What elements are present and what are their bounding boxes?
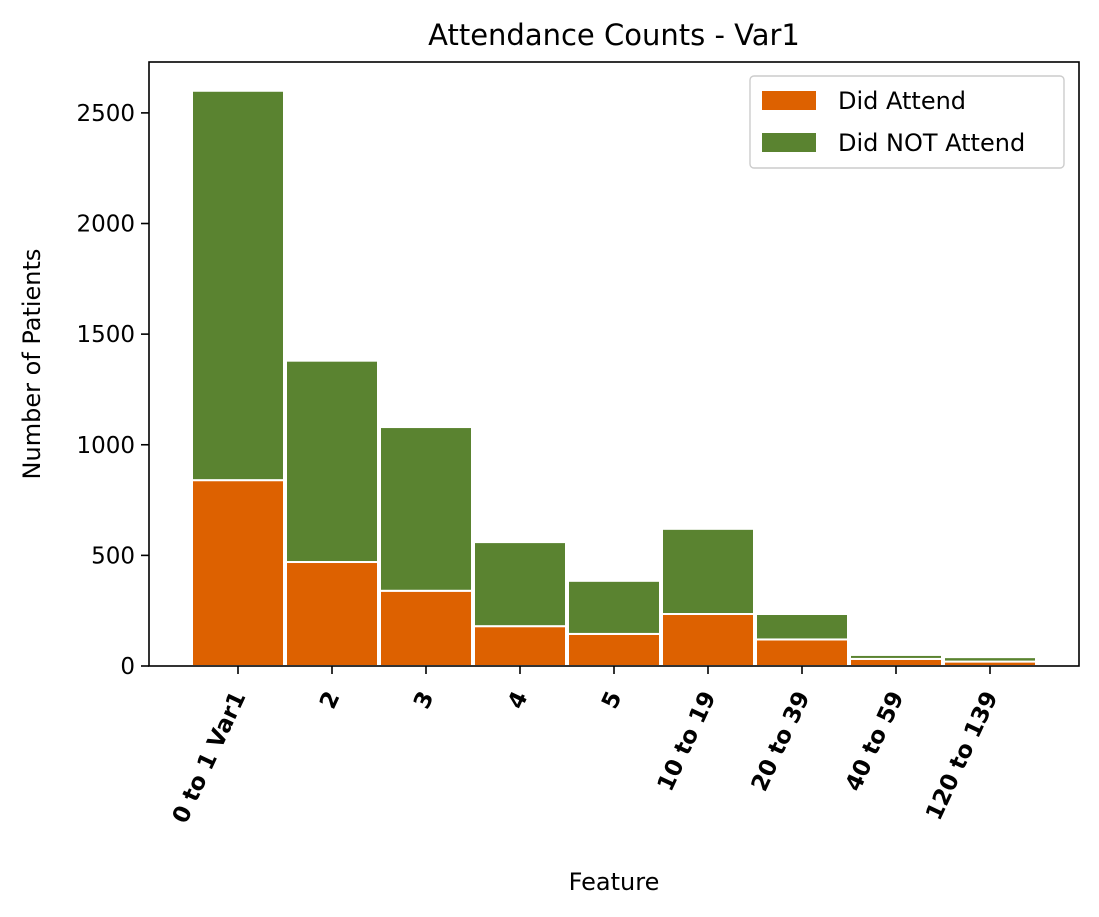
bar-did-not-attend-0-to-1-var1 <box>191 89 285 482</box>
bar-did-not-attend-40-to-59 <box>849 653 943 660</box>
legend-label-did-not-attend: Did NOT Attend <box>838 129 1025 157</box>
y-tick-label: 2000 <box>76 212 135 238</box>
x-axis-label: Feature <box>569 868 660 896</box>
bar-did-not-attend-5 <box>567 579 661 635</box>
bar-did-not-attend-4 <box>473 541 567 628</box>
x-tick-label: 0 to 1 Var1 <box>168 688 252 828</box>
x-tick-label: 5 <box>597 688 627 714</box>
bar-did-attend-10-to-19 <box>661 613 755 667</box>
bar-did-not-attend-2 <box>285 359 379 564</box>
x-tick-label: 20 to 39 <box>747 688 816 796</box>
x-tick-label: 3 <box>409 688 439 714</box>
bar-did-not-attend-20-to-39 <box>755 613 849 641</box>
bar-did-attend-0-to-1-var1 <box>191 479 285 667</box>
y-tick-label: 1000 <box>76 433 135 459</box>
bar-did-not-attend-120-to-139 <box>943 656 1037 663</box>
bar-did-attend-5 <box>567 632 661 668</box>
y-tick-label: 0 <box>120 654 135 680</box>
bars-layer <box>191 89 1037 668</box>
x-tick-label: 10 to 19 <box>653 688 722 796</box>
legend-swatch-did-attend <box>762 91 816 110</box>
bar-did-attend-3 <box>379 589 473 667</box>
y-axis: 0 500 1000 1500 2000 2500 <box>76 101 149 680</box>
y-tick-label: 1500 <box>76 322 135 348</box>
bar-did-attend-2 <box>285 561 379 667</box>
y-tick-label: 2500 <box>76 101 135 127</box>
x-tick-label: 2 <box>315 688 345 714</box>
y-axis-label: Number of Patients <box>18 249 46 480</box>
bar-did-attend-40-to-59 <box>849 657 943 668</box>
x-tick-label: 4 <box>503 688 533 714</box>
chart-title: Attendance Counts - Var1 <box>428 18 800 52</box>
legend-label-did-attend: Did Attend <box>838 87 966 115</box>
x-axis: 0 to 1 Var1 2 3 4 5 10 to 19 20 to 39 40 to 59 1… <box>168 666 1003 828</box>
legend-box <box>749 75 1065 169</box>
bar-did-attend-4 <box>473 625 567 668</box>
bar-did-attend-20-to-39 <box>755 638 849 668</box>
x-tick-label: 120 to 139 <box>921 688 1003 825</box>
plot-frame <box>148 61 1080 667</box>
x-tick-label: 40 to 59 <box>841 688 910 796</box>
bar-did-not-attend-10-to-19 <box>661 527 755 616</box>
bar-did-not-attend-3 <box>379 426 473 592</box>
y-tick-label: 500 <box>91 543 135 569</box>
legend: Did Attend Did NOT Attend <box>749 75 1065 169</box>
legend-swatch-did-not-attend <box>762 133 816 152</box>
